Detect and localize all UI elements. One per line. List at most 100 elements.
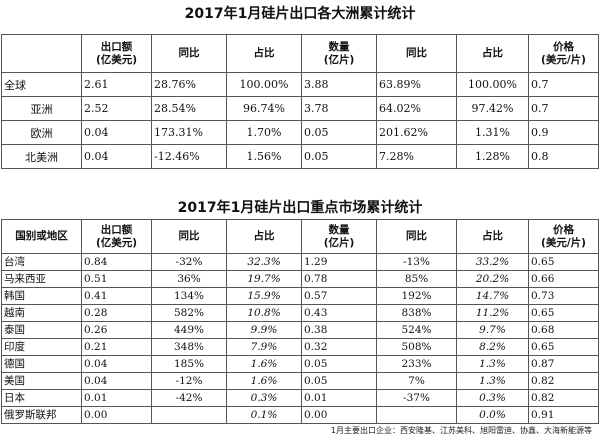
price-cell: 0.87 <box>528 355 599 373</box>
header-quantity-share: 占比 <box>456 219 529 254</box>
table-row: 德国 0.04 185% 1.6% 0.05 233% 1.3% 0.87 <box>1 355 599 373</box>
header-quantity: 数量 (亿片) <box>301 219 377 254</box>
value-share-cell: 0.1% <box>226 406 302 424</box>
export-value-cell: 0.04 <box>81 372 152 390</box>
table-row: 马来西亚 0.51 36% 19.7% 0.78 85% 20.2% 0.66 <box>1 270 599 288</box>
value-yoy-cell: -42% <box>151 389 227 407</box>
value-yoy-cell: 36% <box>151 270 227 288</box>
price-cell: 0.7 <box>528 72 599 97</box>
row-label: 韩国 <box>1 287 82 305</box>
table-header-row: 出口额 (亿美元) 同比 占比 数量 (亿片) 同比 占比 价格 (美元/片) <box>1 34 599 73</box>
price-cell: 0.65 <box>528 304 599 322</box>
row-label: 印度 <box>1 338 82 356</box>
price-cell: 0.9 <box>528 120 599 145</box>
row-label: 德国 <box>1 355 82 373</box>
price-cell: 0.73 <box>528 287 599 305</box>
export-value-cell: 0.01 <box>81 389 152 407</box>
export-value-cell: 0.84 <box>81 253 152 271</box>
table-row: 泰国 0.26 449% 9.9% 0.38 524% 9.7% 0.68 <box>1 321 599 339</box>
table-row: 台湾 0.84 -32% 32.3% 1.29 -13% 33.2% 0.65 <box>1 253 599 271</box>
footnote: 1月主要出口企业：西安隆基、江苏美科、旭阳雷迪、协鑫、大海新能源等 <box>330 426 592 435</box>
quantity-cell: 0.57 <box>301 287 377 305</box>
quantity-cell: 0.05 <box>301 120 377 145</box>
continent-export-table: 出口额 (亿美元) 同比 占比 数量 (亿片) 同比 占比 价格 (美元/片) 全球 … <box>1 34 599 169</box>
quantity-share-cell: 0.3% <box>456 389 529 407</box>
price-cell: 0.91 <box>528 406 599 424</box>
quantity-share-cell: 97.42% <box>456 96 529 121</box>
value-share-cell: 19.7% <box>226 270 302 288</box>
quantity-yoy-cell: 64.02% <box>376 96 457 121</box>
row-label: 台湾 <box>1 253 82 271</box>
quantity-yoy-cell: 192% <box>376 287 457 305</box>
quantity-cell: 0.78 <box>301 270 377 288</box>
market-export-table: 国别或地区 出口额 (亿美元) 同比 占比 数量 (亿片) 同比 占比 价格 (美元/… <box>1 219 599 424</box>
row-label: 泰国 <box>1 321 82 339</box>
value-share-cell: 15.9% <box>226 287 302 305</box>
quantity-cell: 0.38 <box>301 321 377 339</box>
quantity-share-cell: 20.2% <box>456 270 529 288</box>
value-yoy-cell <box>151 406 227 424</box>
quantity-yoy-cell: 233% <box>376 355 457 373</box>
quantity-cell: 0.43 <box>301 304 377 322</box>
table-row: 越南 0.28 582% 10.8% 0.43 838% 11.2% 0.65 <box>1 304 599 322</box>
header-value-share: 占比 <box>226 34 302 73</box>
header-quantity: 数量 (亿片) <box>301 34 377 73</box>
table-row: 全球 2.61 28.76% 100.00% 3.88 63.89% 100.0… <box>1 72 599 97</box>
table-row: 北美洲 0.04 -12.46% 1.56% 0.05 7.28% 1.28% … <box>1 144 599 169</box>
export-value-cell: 2.61 <box>81 72 152 97</box>
header-value-yoy: 同比 <box>151 219 227 254</box>
quantity-yoy-cell: 7.28% <box>376 144 457 169</box>
quantity-share-cell: 1.31% <box>456 120 529 145</box>
value-yoy-cell: -32% <box>151 253 227 271</box>
row-label: 越南 <box>1 304 82 322</box>
table-row: 印度 0.21 348% 7.9% 0.32 508% 8.2% 0.65 <box>1 338 599 356</box>
quantity-yoy-cell: 524% <box>376 321 457 339</box>
export-value-cell: 0.51 <box>81 270 152 288</box>
header-value-share: 占比 <box>226 219 302 254</box>
quantity-yoy-cell <box>376 406 457 424</box>
export-value-cell: 0.21 <box>81 338 152 356</box>
export-value-cell: 2.52 <box>81 96 152 121</box>
value-yoy-cell: 134% <box>151 287 227 305</box>
value-share-cell: 1.6% <box>226 372 302 390</box>
export-value-cell: 0.00 <box>81 406 152 424</box>
quantity-share-cell: 14.7% <box>456 287 529 305</box>
row-label: 欧洲 <box>1 120 82 145</box>
quantity-cell: 3.78 <box>301 96 377 121</box>
value-share-cell: 9.9% <box>226 321 302 339</box>
quantity-share-cell: 1.3% <box>456 355 529 373</box>
header-quantity-share: 占比 <box>456 34 529 73</box>
row-label: 俄罗斯联邦 <box>1 406 82 424</box>
quantity-cell: 0.32 <box>301 338 377 356</box>
price-cell: 0.8 <box>528 144 599 169</box>
header-price: 价格 (美元/片) <box>528 219 599 254</box>
value-yoy-cell: 28.54% <box>151 96 227 121</box>
export-value-cell: 0.26 <box>81 321 152 339</box>
value-yoy-cell: 449% <box>151 321 227 339</box>
quantity-cell: 0.01 <box>301 389 377 407</box>
quantity-yoy-cell: 63.89% <box>376 72 457 97</box>
value-share-cell: 0.3% <box>226 389 302 407</box>
quantity-share-cell: 8.2% <box>456 338 529 356</box>
price-cell: 0.82 <box>528 372 599 390</box>
header-export-value: 出口额 (亿美元) <box>81 34 152 73</box>
value-share-cell: 96.74% <box>226 96 302 121</box>
price-cell: 0.7 <box>528 96 599 121</box>
value-yoy-cell: 582% <box>151 304 227 322</box>
header-quantity-yoy: 同比 <box>376 219 457 254</box>
quantity-share-cell: 100.00% <box>456 72 529 97</box>
quantity-share-cell: 1.3% <box>456 372 529 390</box>
value-yoy-cell: 173.31% <box>151 120 227 145</box>
value-share-cell: 10.8% <box>226 304 302 322</box>
quantity-share-cell: 33.2% <box>456 253 529 271</box>
header-price: 价格 (美元/片) <box>528 34 599 73</box>
value-share-cell: 1.56% <box>226 144 302 169</box>
value-yoy-cell: -12% <box>151 372 227 390</box>
header-country: 国别或地区 <box>1 219 82 254</box>
price-cell: 0.65 <box>528 338 599 356</box>
continent-table-title: 2017年1月硅片出口各大洲累计统计 <box>184 6 416 22</box>
quantity-cell: 3.88 <box>301 72 377 97</box>
export-value-cell: 0.04 <box>81 144 152 169</box>
row-label: 美国 <box>1 372 82 390</box>
quantity-cell: 0.00 <box>301 406 377 424</box>
